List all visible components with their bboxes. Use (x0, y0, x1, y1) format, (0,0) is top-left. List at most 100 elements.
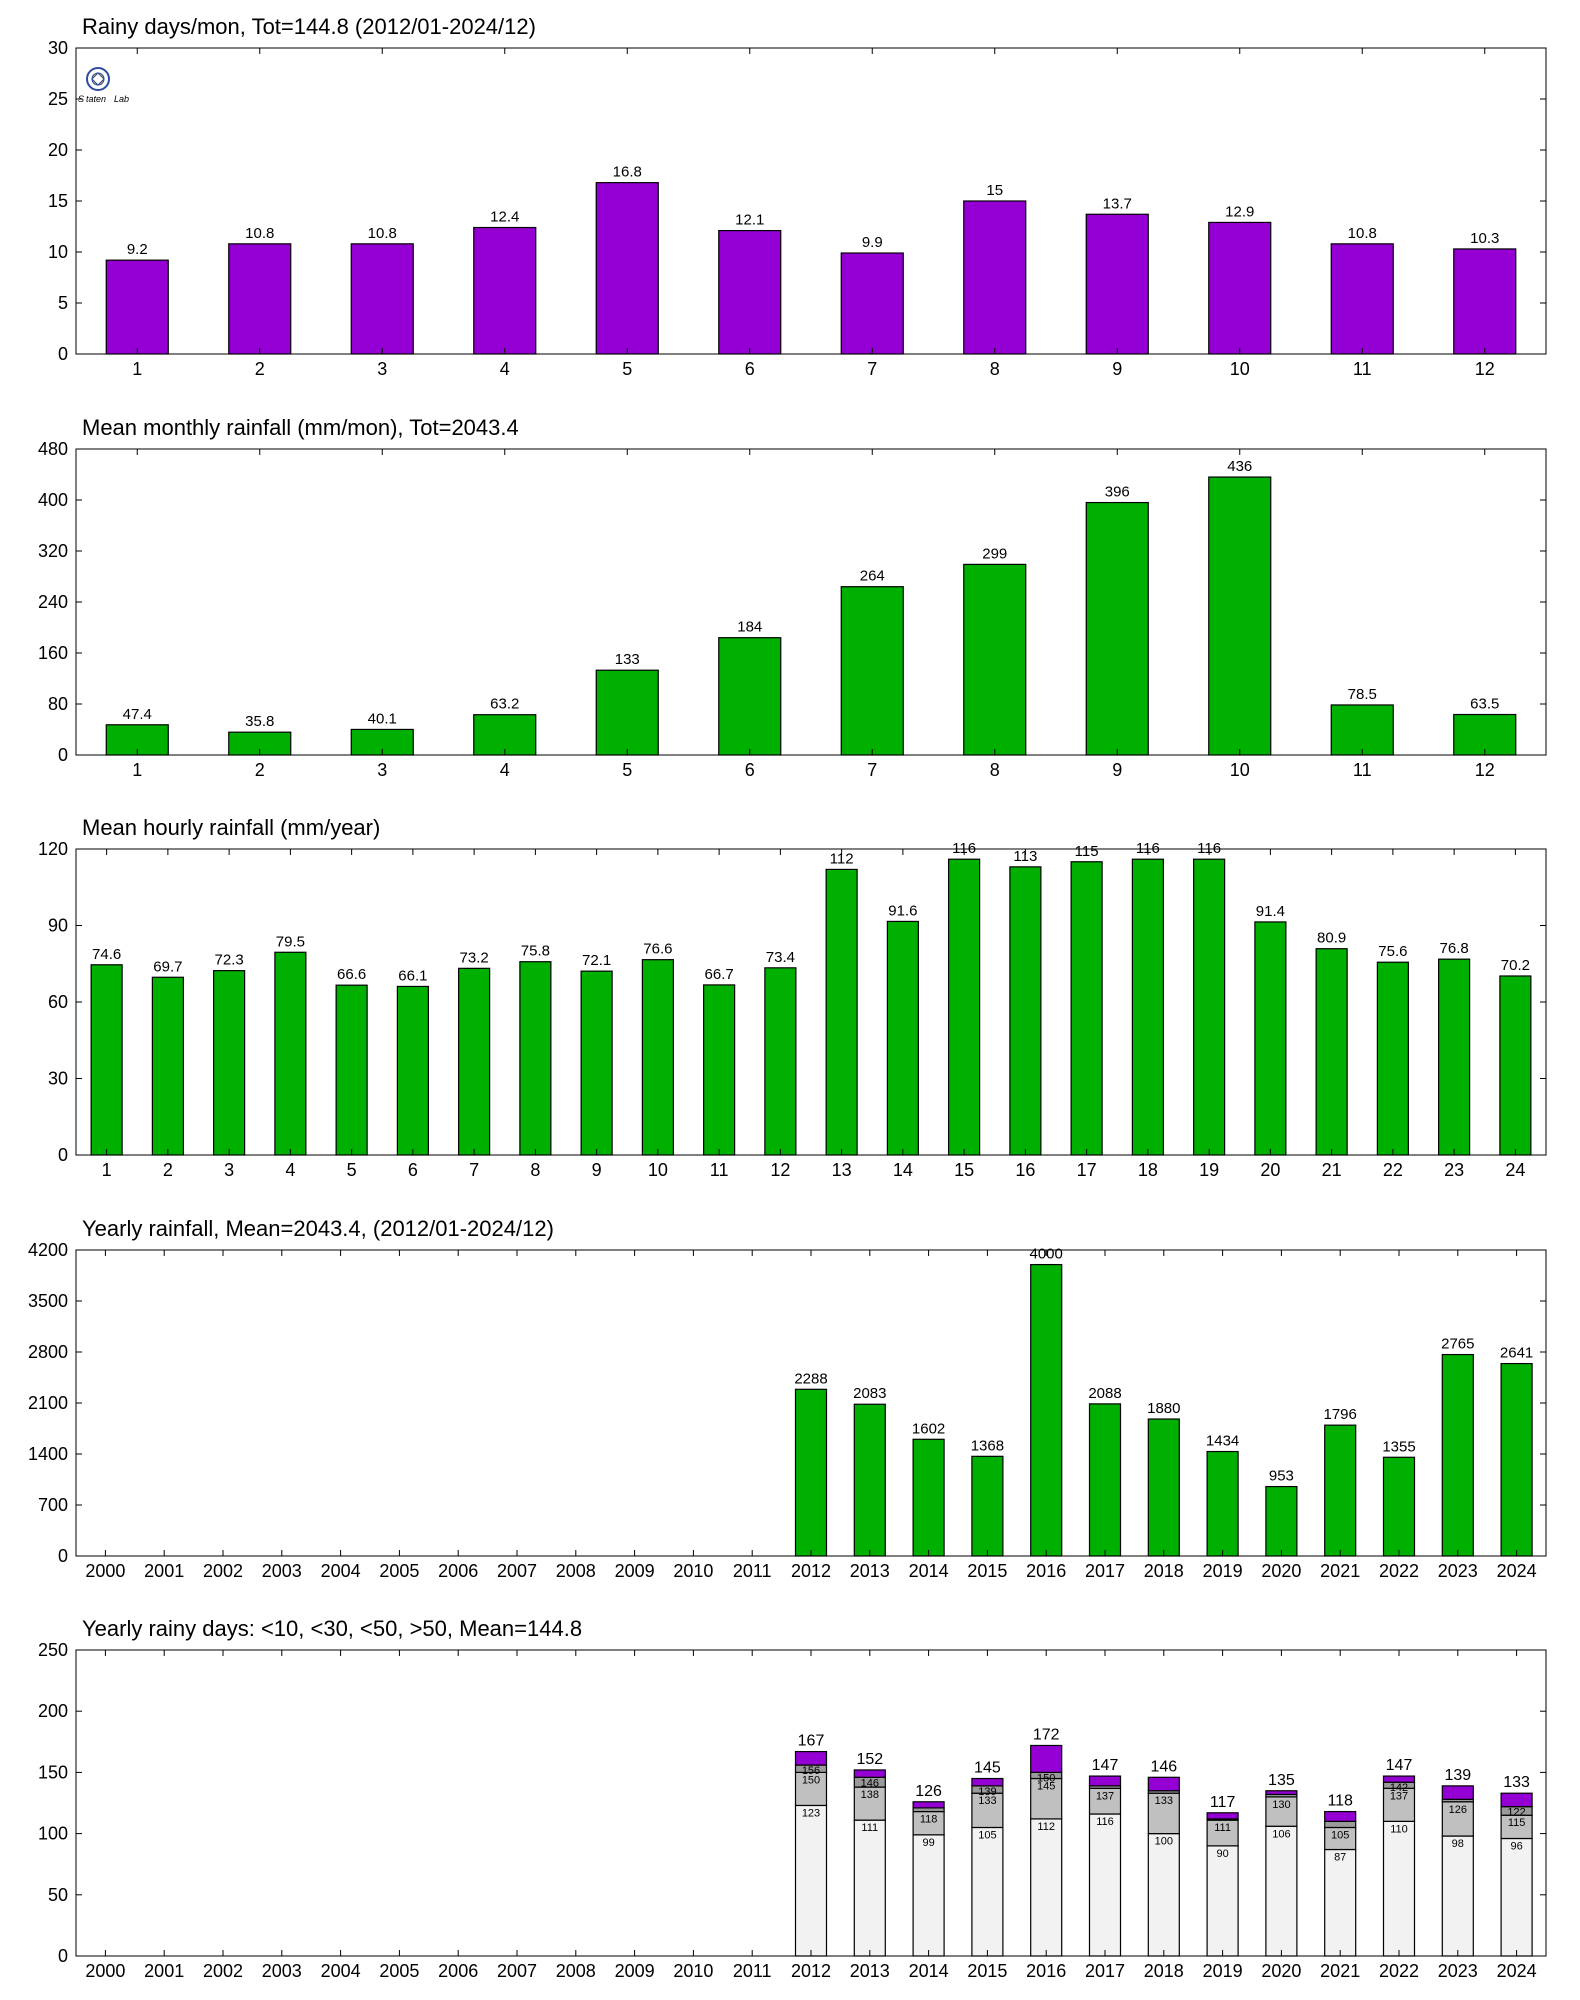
x-tick-label: 2023 (1438, 1561, 1478, 1581)
y-tick-label: 100 (38, 1824, 68, 1844)
segment-label: 150 (802, 1774, 820, 1786)
bar-value-label: 299 (982, 545, 1007, 562)
x-tick-label: 2011 (733, 1961, 772, 1981)
segment-label: 112 (1037, 1821, 1055, 1833)
bar (886, 920, 919, 1156)
x-tick-label: 2004 (321, 1561, 361, 1581)
segment-label: 98 (1452, 1838, 1464, 1850)
x-tick-label: 2019 (1203, 1961, 1243, 1981)
x-tick-label: 2020 (1261, 1561, 1301, 1581)
bar-value-label: 75.6 (1378, 943, 1407, 960)
bar-value-label: 2083 (853, 1385, 886, 1402)
bar-value-label: 2088 (1088, 1385, 1121, 1402)
x-tick-label: 2024 (1497, 1961, 1537, 1981)
bar-value-label: 78.5 (1348, 686, 1377, 703)
segment-label: 105 (1331, 1829, 1349, 1841)
y-tick-label: 4200 (28, 1240, 68, 1260)
bar (840, 586, 904, 756)
x-tick-label: 2004 (321, 1961, 361, 1981)
segment-lt10 (1030, 1818, 1063, 1957)
bar-total-label: 117 (1210, 1794, 1236, 1811)
x-tick-label: 21 (1322, 1160, 1342, 1180)
chart-title: Rainy days/mon, Tot=144.8 (2012/01-2024/… (82, 14, 536, 39)
chart-panel-5: 1231501561671111381461529911812610513313… (38, 1616, 1547, 1981)
segment-label: 145 (1037, 1781, 1055, 1793)
y-tick-label: 30 (48, 1069, 68, 1089)
segment-lt10 (1500, 1837, 1533, 1957)
segment-label: 142 (1390, 1782, 1408, 1794)
svg-text:Lab: Lab (114, 94, 129, 104)
bar-value-label: 12.4 (490, 209, 519, 226)
x-tick-label: 2008 (556, 1961, 596, 1981)
segment-lt10 (1147, 1832, 1180, 1957)
x-tick-label: 2024 (1497, 1561, 1537, 1581)
bar-total-label: 152 (856, 1751, 883, 1768)
segment-gt50 (912, 1801, 945, 1809)
y-tick-label: 2100 (28, 1393, 68, 1413)
x-tick-label: 11 (710, 1160, 729, 1180)
x-tick-label: 3 (377, 760, 387, 780)
x-tick-label: 11 (1353, 760, 1372, 780)
y-tick-label: 0 (58, 745, 68, 765)
chart-title: Yearly rainfall, Mean=2043.4, (2012/01-2… (82, 1216, 554, 1241)
segment-lt30 (1088, 1787, 1122, 1815)
x-tick-label: 2003 (262, 1961, 302, 1981)
bar-value-label: 2765 (1441, 1336, 1474, 1353)
y-tick-label: 160 (38, 643, 68, 663)
y-tick-label: 15 (48, 191, 68, 211)
bar (840, 252, 904, 355)
segment-label: 137 (1390, 1790, 1408, 1802)
bar-value-label: 76.6 (643, 941, 672, 958)
bar-value-label: 112 (830, 850, 854, 867)
y-tick-label: 240 (38, 592, 68, 612)
x-tick-label: 2002 (203, 1961, 243, 1981)
bar-value-label: 10.8 (1348, 225, 1377, 242)
segment-lt10 (1441, 1835, 1474, 1957)
bar (458, 967, 491, 1156)
bar (912, 1438, 945, 1557)
bar (274, 951, 307, 1156)
bar-value-label: 75.8 (521, 943, 550, 960)
y-tick-label: 20 (48, 140, 68, 160)
x-tick-label: 10 (1230, 760, 1250, 780)
bar (580, 970, 613, 1156)
x-tick-label: 5 (622, 359, 632, 379)
bar-total-label: 145 (974, 1760, 1001, 1777)
lab-logo: S taten Lab (78, 67, 129, 104)
segment-lt10 (971, 1826, 1004, 1957)
bar (825, 868, 858, 1156)
y-tick-label: 3500 (28, 1291, 68, 1311)
bar (1500, 1362, 1533, 1557)
bar (1009, 866, 1042, 1156)
bar (853, 1403, 886, 1557)
segment-lt30 (1147, 1792, 1180, 1835)
bar (1453, 248, 1517, 355)
x-tick-label: 2 (255, 359, 265, 379)
y-tick-label: 0 (58, 1546, 68, 1566)
bar (963, 200, 1027, 355)
x-tick-label: 5 (347, 1160, 357, 1180)
segment-label: 122 (1507, 1807, 1525, 1819)
x-tick-label: 6 (408, 1160, 418, 1180)
bar (473, 226, 537, 355)
x-tick-label: 2017 (1085, 1561, 1125, 1581)
bar-value-label: 1434 (1206, 1433, 1239, 1450)
bar-value-label: 396 (1105, 484, 1130, 501)
bar-total-label: 147 (1386, 1757, 1413, 1774)
segment-label: 123 (802, 1807, 820, 1819)
bar (473, 714, 537, 756)
y-tick-label: 1400 (28, 1444, 68, 1464)
bar (703, 984, 736, 1156)
segment-label: 139 (978, 1786, 996, 1798)
bar (794, 1388, 828, 1557)
y-tick-label: 150 (38, 1762, 68, 1782)
x-tick-label: 2020 (1261, 1961, 1301, 1981)
bar-value-label: 10.3 (1470, 230, 1499, 247)
bar-total-label: 147 (1092, 1757, 1119, 1774)
segment-lt30 (1382, 1787, 1416, 1822)
x-tick-label: 2014 (909, 1961, 949, 1981)
x-tick-label: 2005 (379, 1961, 419, 1981)
x-tick-label: 2012 (791, 1961, 831, 1981)
bar-value-label: 66.1 (398, 967, 427, 984)
